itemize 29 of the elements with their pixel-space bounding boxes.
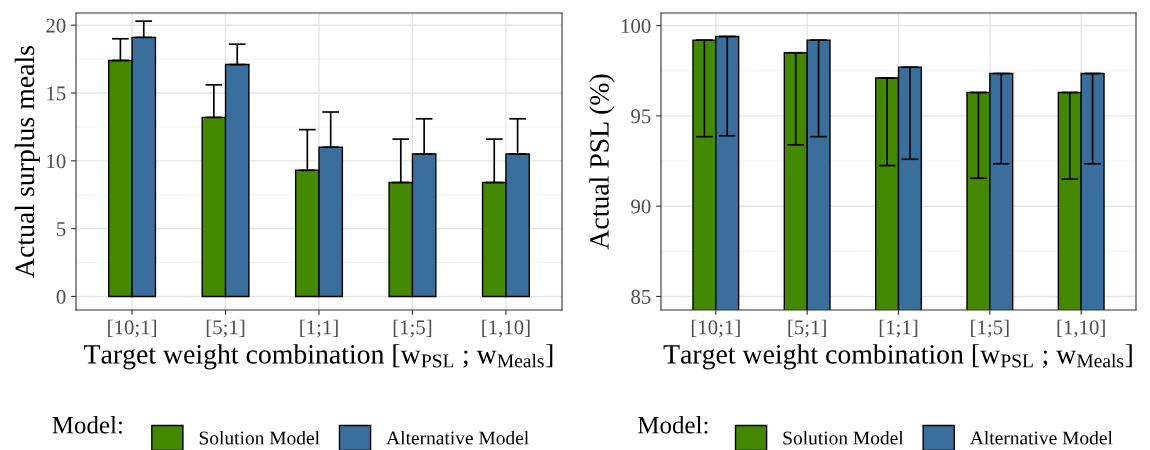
x-tick-label: [10;1] — [691, 319, 740, 338]
x-axis-title: Target weight combination [w$_{PSL}$ ; w$_{Meals}$] — [84, 344, 553, 370]
legend-label: Alternative Model — [970, 430, 1113, 445]
legend-label: Solution Model — [199, 430, 320, 445]
legend-title: Model: — [52, 415, 122, 434]
y-axis-title: Actual surplus meals — [14, 46, 40, 278]
y-tick-label: 100 — [621, 19, 651, 34]
y-tick-label: 10 — [47, 154, 66, 169]
legend-label: Alternative Model — [386, 430, 529, 445]
y-tick-label: 85 — [631, 289, 651, 304]
legend-label: Solution Model — [783, 430, 904, 445]
x-tick-label: [1;5] — [971, 319, 1009, 338]
x-tick-label: [1;1] — [300, 319, 338, 338]
x-tick-label: [1;1] — [879, 319, 918, 338]
y-tick-label: 95 — [631, 109, 651, 124]
x-tick-label: [5;1] — [206, 319, 245, 338]
x-tick-label: [1;5] — [393, 319, 432, 338]
y-tick-label: 20 — [46, 18, 66, 33]
y-tick-label: 15 — [47, 86, 66, 101]
x-tick-label: [10;1] — [108, 319, 156, 338]
x-tick-label: [5;1] — [788, 319, 826, 338]
x-tick-label: [1,10] — [482, 319, 530, 338]
x-axis-title: Target weight combination [w$_{PSL}$ ; w$_{Meals}$] — [663, 344, 1132, 370]
x-tick-label: [1,10] — [1057, 319, 1105, 338]
legend-title: Model: — [637, 415, 708, 434]
y-tick-label: 5 — [57, 222, 66, 237]
y-axis-title: Actual PSL (%) — [589, 74, 615, 250]
y-tick-label: 90 — [631, 199, 651, 214]
y-tick-label: 0 — [56, 289, 66, 304]
